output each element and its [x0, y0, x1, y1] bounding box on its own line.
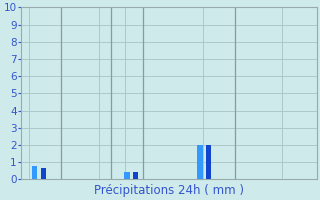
X-axis label: Précipitations 24h ( mm ): Précipitations 24h ( mm ) [94, 184, 244, 197]
Bar [206, 145, 211, 179]
Bar [124, 172, 130, 179]
Bar [133, 172, 138, 179]
Bar [197, 145, 203, 179]
Bar [41, 168, 46, 179]
Bar [32, 166, 37, 179]
